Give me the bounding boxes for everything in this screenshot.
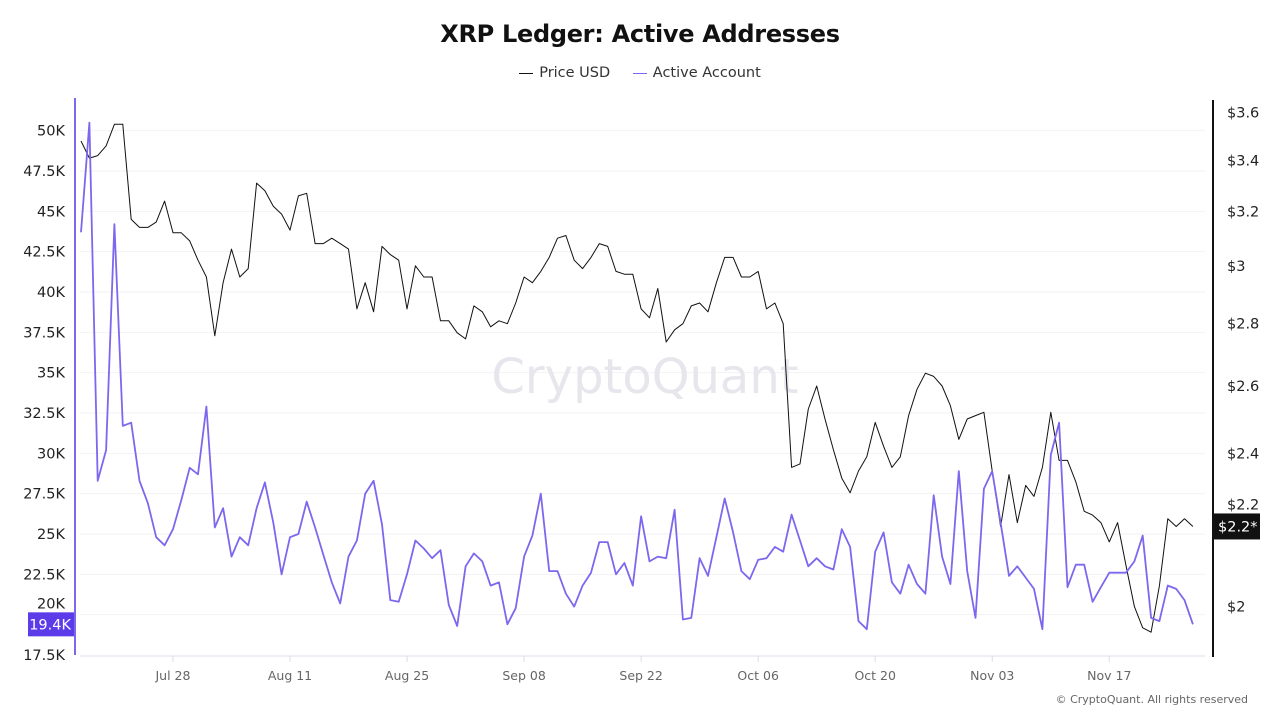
legend-swatch-price: [519, 72, 534, 74]
left-tick-label: 30K: [37, 446, 65, 462]
right-tick-label: $2.4: [1227, 446, 1259, 462]
copyright-notice: © CryptoQuant. All rights reserved: [1055, 693, 1248, 706]
x-tick-label: Aug 11: [268, 668, 312, 683]
left-tick-label: 17.5K: [23, 648, 65, 664]
x-tick-label: Sep 08: [502, 668, 545, 683]
right-tick-label: $3.4: [1227, 154, 1259, 170]
x-tick-label: Nov 03: [970, 668, 1014, 683]
right-tick-label: $2.6: [1227, 379, 1259, 395]
right-tick-label: $2: [1227, 600, 1245, 616]
left-tick-label: 45K: [37, 204, 65, 220]
right-current-value-label: $2.2*: [1218, 519, 1258, 535]
line-price-usd: [80, 123, 1194, 633]
left-tick-label: 32.5K: [23, 406, 65, 422]
legend-label-active-account: Active Account: [652, 65, 761, 82]
right-tick-label: $3.2: [1227, 205, 1259, 221]
left-tick-label: 37.5K: [23, 325, 65, 341]
right-tick-label: $2.2: [1227, 497, 1259, 513]
legend: Price USD Active Account: [0, 62, 1280, 81]
legend-item-active-account[interactable]: Active Account: [632, 65, 761, 82]
left-tick-label: 40K: [37, 285, 65, 301]
right-current-value-badge: [1214, 513, 1260, 540]
left-tick-label: 35K: [37, 366, 65, 382]
left-current-value-label: 19.4K: [29, 617, 71, 633]
x-tick-label: Jul 28: [154, 668, 190, 683]
x-tick-label: Oct 20: [854, 668, 896, 683]
series-active-account: [80, 121, 1194, 631]
chart-title: XRP Ledger: Active Addresses: [440, 20, 840, 48]
left-current-value-badge: [28, 612, 74, 637]
x-tick-label: Sep 22: [619, 668, 662, 683]
left-tick-label: 22.5K: [23, 567, 65, 583]
left-tick-label: 47.5K: [23, 164, 65, 180]
x-axis: Jul 28 Aug 11 Aug 25 Sep 08 Sep 22 Oct 06 Oct …: [80, 655, 1205, 683]
left-tick-label: 42.5K: [23, 245, 65, 261]
x-tick-label: Aug 25: [385, 668, 429, 683]
right-tick-label: $3.6: [1227, 106, 1259, 122]
left-tick-label: 20K: [37, 596, 65, 612]
legend-item-price[interactable]: Price USD: [519, 65, 610, 81]
left-tick-label: 50K: [37, 124, 65, 140]
left-tick-label: 25K: [37, 527, 65, 543]
legend-label-price: Price USD: [539, 65, 611, 82]
series-lines: [80, 121, 1194, 633]
series-price-usd: [80, 123, 1194, 633]
x-tick-label: Nov 17: [1087, 668, 1131, 683]
watermark: CryptoQuant: [491, 349, 798, 405]
left-y-axis: 17.5K 20K 22.5K 25K 27.5K 30K 32.5K 35K 37.5K 40K…: [23, 98, 76, 664]
left-tick-label: 27.5K: [23, 487, 65, 503]
x-tick-label: Oct 06: [737, 668, 779, 683]
right-y-axis: $2 $2.2 $2.4 $2.6 $2.8 $3 $3.2 $3.4 $3.6 $2.2*: [1212, 100, 1260, 657]
line-active-account: [80, 121, 1194, 631]
right-tick-label: $3: [1227, 259, 1245, 275]
legend-swatch-active-account: [632, 72, 647, 74]
right-tick-label: $2.8: [1227, 317, 1259, 333]
